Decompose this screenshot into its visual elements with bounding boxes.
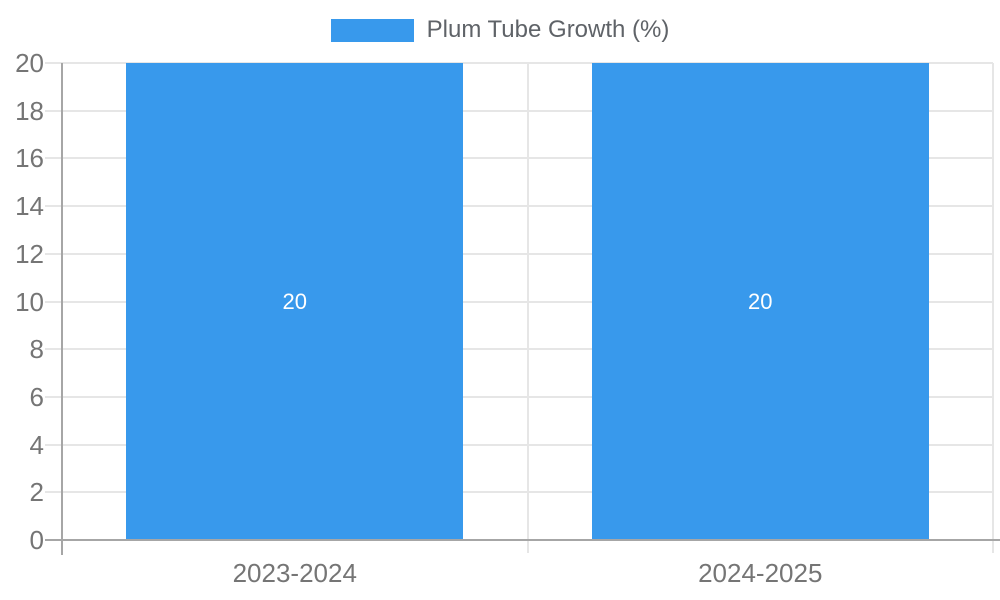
legend-color-swatch <box>330 18 414 42</box>
y-tick-label: 4 <box>29 429 44 460</box>
y-tick-label: 18 <box>15 95 44 126</box>
y-tick-label: 10 <box>15 286 44 317</box>
gridline <box>45 157 993 160</box>
gridline <box>45 252 993 255</box>
plot-right-border <box>992 63 994 553</box>
bar <box>126 63 464 540</box>
gridline <box>45 205 993 208</box>
y-tick-label: 20 <box>15 48 44 78</box>
y-tick-label: 16 <box>15 143 44 174</box>
y-tick-label: 12 <box>15 238 44 269</box>
category-separator-line <box>526 63 529 553</box>
gridline <box>45 62 993 64</box>
gridline <box>45 395 993 398</box>
gridline <box>45 348 993 351</box>
x-axis-line <box>45 539 1000 541</box>
legend-series-label: Plum Tube Growth (%) <box>426 16 670 43</box>
x-category-label: 2024-2025 <box>698 558 823 588</box>
gridline <box>45 443 993 446</box>
gridline <box>45 109 993 112</box>
y-tick-label: 6 <box>29 381 44 412</box>
y-tick-label: 0 <box>29 525 44 555</box>
y-tick-label: 8 <box>29 334 44 365</box>
y-tick-label: 2 <box>29 477 44 508</box>
gridline <box>45 300 993 303</box>
bar <box>591 63 929 540</box>
bar-value-label: 20 <box>282 288 307 314</box>
bar-value-label: 20 <box>748 288 773 314</box>
gridline <box>45 491 993 494</box>
chart-legend: Plum Tube Growth (%) <box>0 17 1000 43</box>
y-tick-label: 14 <box>15 191 44 222</box>
y-axis-line <box>61 63 63 555</box>
x-category-label: 2023-2024 <box>232 558 357 588</box>
